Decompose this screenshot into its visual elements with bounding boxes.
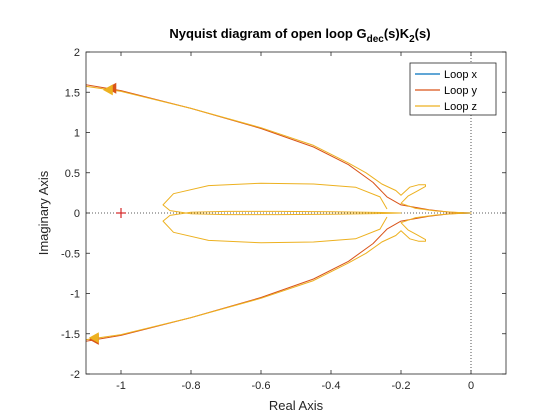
legend: Loop x Loop y Loop z bbox=[409, 62, 497, 116]
marks-layer bbox=[88, 82, 126, 345]
x-tick-label: -0.8 bbox=[182, 380, 201, 392]
y-tick-label: 1.5 bbox=[65, 87, 80, 99]
title-main: Nyquist diagram of open loop G bbox=[169, 26, 366, 41]
y-tick-label: -1 bbox=[70, 289, 80, 301]
y-tick-label: 1 bbox=[74, 128, 80, 140]
y-tick-label: -1.5 bbox=[61, 329, 80, 341]
y-axis-label: Imaginary Axis bbox=[36, 170, 51, 255]
title-mid: (s)K bbox=[384, 26, 410, 41]
y-tick-label: -0.5 bbox=[61, 248, 80, 260]
zero-reference-lines bbox=[86, 52, 506, 374]
title-tail: (s) bbox=[415, 26, 431, 41]
title-subscript-2: 2 bbox=[409, 34, 415, 45]
series-line-loop-z-1 bbox=[162, 182, 402, 244]
direction-arrow-upper-z bbox=[102, 84, 113, 96]
y-tick-label: 0.5 bbox=[65, 168, 80, 180]
series-layer bbox=[86, 84, 472, 342]
x-tick-label: -0.4 bbox=[322, 380, 341, 392]
y-tick-label: 2 bbox=[74, 47, 80, 59]
critical-point-marker bbox=[116, 208, 126, 218]
x-tick-label: -0.2 bbox=[392, 380, 411, 392]
y-tick-label: -2 bbox=[70, 369, 80, 381]
legend-label-1: Loop y bbox=[444, 85, 478, 97]
legend-label-0: Loop x bbox=[444, 69, 478, 81]
x-tick-label: 0 bbox=[468, 380, 474, 392]
y-tick-label: 0 bbox=[74, 208, 80, 220]
x-ticks: -1 -0.8 -0.6 -0.4 -0.2 0 bbox=[116, 52, 474, 392]
x-tick-label: -0.6 bbox=[252, 380, 271, 392]
x-axis-label: Real Axis bbox=[269, 398, 324, 413]
y-ticks: -2 -1.5 -1 -0.5 0 0.5 1 1.5 2 bbox=[61, 47, 506, 381]
title-subscript-dec: dec bbox=[367, 34, 385, 45]
legend-label-2: Loop z bbox=[444, 101, 477, 113]
series-line-loop-z-0 bbox=[86, 85, 472, 341]
chart-title: Nyquist diagram of open loop Gdec(s)K2(s… bbox=[169, 26, 430, 45]
direction-arrow-lower-z bbox=[88, 332, 99, 344]
x-tick-label: -1 bbox=[116, 380, 126, 392]
